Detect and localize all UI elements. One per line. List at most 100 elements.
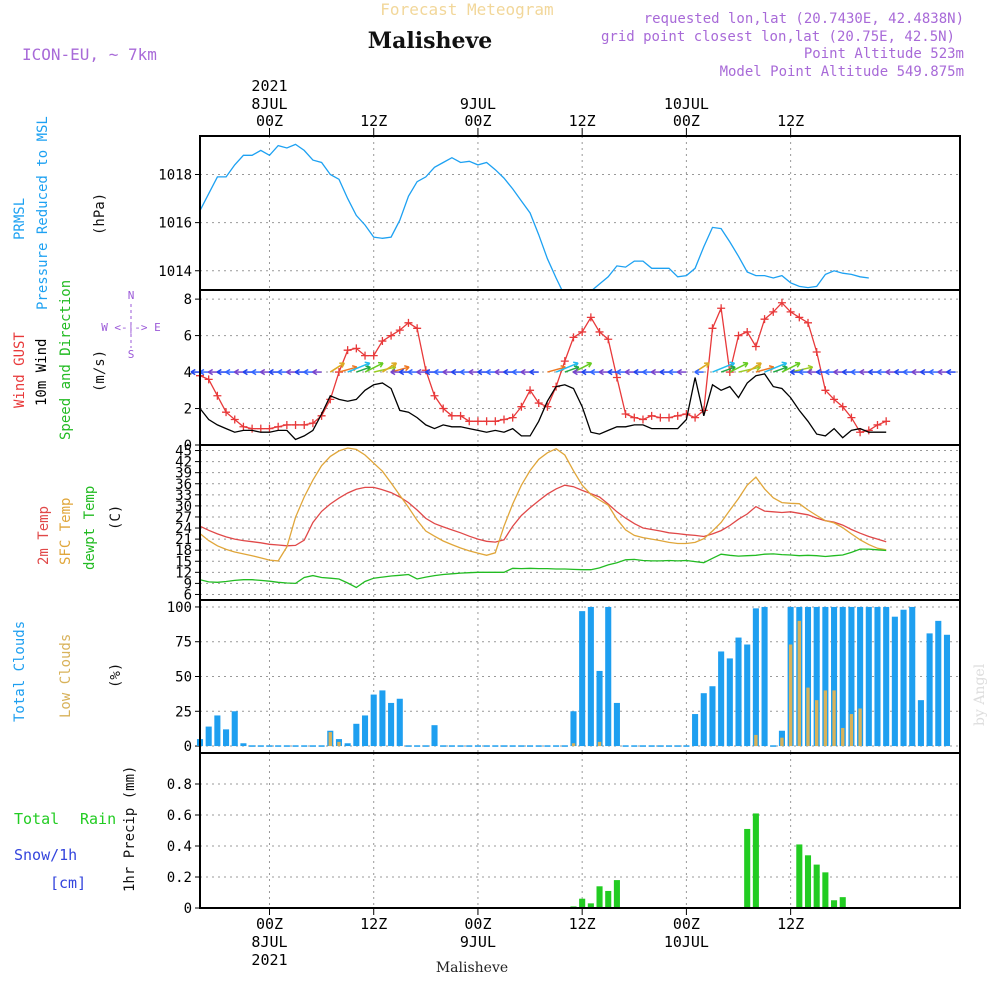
model-name: ICON-EU, ~ 7km bbox=[22, 45, 157, 64]
rain-bar bbox=[605, 890, 612, 908]
wind-arrow-head bbox=[207, 368, 214, 376]
rain-bar bbox=[822, 872, 829, 908]
y-tick-label: 2 bbox=[184, 402, 192, 418]
total-clouds-bar bbox=[431, 725, 438, 747]
low-clouds-bar bbox=[849, 714, 854, 747]
wind-arrow-head bbox=[807, 368, 813, 376]
date-label-top: 9JUL bbox=[460, 95, 496, 113]
wind-direction-arrow bbox=[347, 362, 370, 373]
y-tick-label: 39 bbox=[175, 466, 192, 482]
wind-arrow-head bbox=[529, 368, 535, 376]
gust-marker bbox=[430, 391, 439, 400]
low-clouds-bar bbox=[571, 743, 576, 747]
time-label-bottom: 00Z bbox=[464, 915, 491, 933]
y-tick-label: 9 bbox=[184, 576, 192, 592]
cloud-legend: Total Clouds Low Clouds (%) bbox=[12, 621, 124, 722]
total-clouds-bar bbox=[353, 723, 360, 747]
wind-arrow-head bbox=[485, 368, 491, 376]
wind-arrow-head bbox=[694, 368, 700, 376]
snow-label: Snow/1h bbox=[14, 846, 77, 864]
low-clouds-bar bbox=[788, 644, 793, 747]
y-tick-label: 6 bbox=[184, 329, 192, 345]
wind-arrow-head bbox=[794, 361, 801, 368]
total-clouds-bar bbox=[214, 715, 221, 747]
t2m-label: 2m Temp bbox=[36, 506, 52, 565]
y-tick-label: 25 bbox=[175, 704, 192, 720]
y-tick-label: 6 bbox=[184, 587, 192, 603]
wind-arrow-head bbox=[242, 368, 248, 376]
total-clouds-bar bbox=[718, 651, 725, 747]
total-clouds-bar bbox=[874, 606, 881, 747]
total-clouds-bar bbox=[570, 711, 577, 747]
wind-panel: 0 2 4 6 8 bbox=[184, 289, 961, 454]
wind-arrow-head bbox=[404, 364, 410, 372]
gust-marker bbox=[777, 298, 786, 307]
gust-marker bbox=[621, 410, 630, 418]
total-clouds-bar bbox=[865, 606, 872, 747]
gust-marker bbox=[595, 327, 604, 336]
wind-arrow-head bbox=[312, 368, 318, 376]
total-clouds-bar bbox=[891, 616, 898, 747]
wind-arrow-head bbox=[798, 368, 804, 376]
time-label-top: 12Z bbox=[777, 112, 804, 130]
gust-marker bbox=[734, 331, 743, 340]
total-clouds-bar bbox=[752, 608, 759, 747]
gust-marker bbox=[569, 333, 578, 342]
date-label-top: 8JUL bbox=[251, 95, 287, 113]
total-clouds-bar bbox=[605, 606, 612, 747]
wind-arrow-head bbox=[377, 361, 384, 368]
precip-panel: 0 0.2 0.4 0.6 0.8 bbox=[167, 752, 961, 917]
gust-marker bbox=[708, 324, 717, 333]
y-tick-label: 18 bbox=[175, 543, 192, 559]
time-label-top: 00Z bbox=[673, 112, 700, 130]
wind-direction-arrow bbox=[356, 366, 371, 373]
gust-marker bbox=[517, 402, 526, 411]
location-title: Malisheve bbox=[368, 28, 492, 54]
rain-bar bbox=[752, 813, 759, 908]
gust-marker bbox=[743, 327, 752, 336]
wind-arrow-head bbox=[677, 368, 683, 376]
gust-marker bbox=[378, 337, 387, 346]
gust-marker bbox=[673, 411, 682, 420]
low-clouds-bar bbox=[780, 737, 784, 747]
gust-marker bbox=[647, 411, 656, 420]
y-tick-label: 45 bbox=[175, 444, 192, 460]
gust-marker bbox=[656, 413, 665, 422]
rain-bar bbox=[804, 855, 812, 908]
subtitle: Forecast Meteogram bbox=[380, 0, 553, 19]
gust-marker bbox=[248, 424, 257, 433]
rain-bar bbox=[839, 897, 846, 908]
total-clouds-bar bbox=[231, 711, 238, 747]
sfc-temp-line bbox=[200, 447, 887, 562]
rain-bar bbox=[613, 880, 620, 908]
low-clouds-label: Low Clouds bbox=[58, 634, 74, 718]
10m-wind-line bbox=[200, 373, 887, 441]
rain-bar bbox=[596, 886, 603, 908]
wind-arrow-head bbox=[520, 368, 526, 376]
wind-arrow-head bbox=[868, 368, 874, 376]
total-clouds-bar bbox=[361, 715, 369, 747]
compass-south: S bbox=[128, 348, 135, 361]
rain-label: Rain bbox=[80, 810, 116, 828]
gust-marker bbox=[604, 335, 613, 344]
prmsl-unit-label: (hPa) bbox=[92, 193, 108, 235]
wind-arrow-head bbox=[277, 368, 283, 376]
y-tick-label: 50 bbox=[175, 670, 192, 686]
footer-location: Malisheve bbox=[436, 960, 508, 976]
rain-bar bbox=[813, 864, 820, 908]
wind-unit-label: (m/s) bbox=[92, 350, 108, 392]
pressure-legend: PRMSL Pressure Reduced to MSL (hPa) bbox=[12, 116, 108, 310]
gust-marker bbox=[508, 413, 517, 422]
wind-arrow-head bbox=[572, 368, 578, 376]
speed-dir-label: Speed and Direction bbox=[58, 280, 74, 440]
wind-arrow-head bbox=[425, 368, 431, 376]
total-clouds-bar bbox=[370, 694, 377, 747]
2m-temp-line bbox=[200, 484, 887, 547]
wind-gust-line bbox=[200, 301, 887, 433]
wind-arrow-head bbox=[842, 368, 848, 376]
wind-direction-arrow bbox=[781, 362, 801, 373]
y-tick-label: 21 bbox=[175, 532, 192, 548]
total-clouds-bar bbox=[700, 693, 707, 747]
